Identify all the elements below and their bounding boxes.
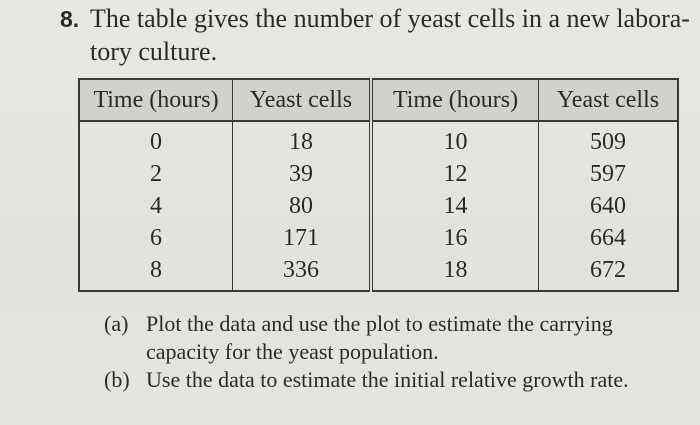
part-text: Plot the data and use the plot to estima…: [146, 311, 613, 364]
table-row: 0 18 10 509: [78, 121, 679, 158]
problem-text-line-2: tory culture.: [90, 37, 218, 66]
part-b: (b) Use the data to estimate the initial…: [104, 366, 691, 394]
table-cell: 14: [371, 190, 539, 222]
column-header-yeast-cells: Yeast cells: [232, 78, 373, 122]
table-cell: 672: [538, 254, 679, 292]
column-header-yeast-cells: Yeast cells: [538, 78, 679, 122]
table-row: 4 80 14 640: [78, 190, 679, 222]
table-cell: 8: [78, 254, 233, 292]
table-cell: 336: [232, 254, 373, 292]
part-label: (b): [104, 367, 130, 392]
problem-statement: 8. The table gives the number of yeast ce…: [60, 2, 690, 36]
table-row: 6 171 16 664: [78, 222, 679, 254]
table-row: 8 336 18 672: [78, 254, 679, 292]
table-cell: 18: [371, 254, 539, 292]
table-cell: 664: [538, 222, 679, 254]
table-cell: 80: [232, 190, 373, 222]
table-cell: 10: [371, 121, 539, 158]
problem-parts: (a) Plot the data and use the plot to es…: [104, 310, 691, 394]
column-header-time: Time (hours): [371, 78, 539, 122]
part-label: (a): [104, 311, 129, 336]
problem-number: 8.: [60, 6, 80, 32]
table-cell: 2: [78, 158, 233, 190]
table-cell: 171: [232, 222, 373, 254]
table-cell: 12: [371, 158, 539, 190]
yeast-data-table: Time (hours) Yeast cells Time (hours) Ye…: [78, 78, 679, 292]
table-cell: 597: [538, 158, 679, 190]
table-row: 2 39 12 597: [78, 158, 679, 190]
table-cell: 18: [232, 121, 373, 158]
column-header-time: Time (hours): [78, 78, 233, 122]
part-a: (a) Plot the data and use the plot to es…: [104, 310, 691, 366]
table-cell: 509: [538, 121, 679, 158]
table-cell: 6: [78, 222, 233, 254]
table-cell: 39: [232, 158, 373, 190]
table-cell: 4: [78, 190, 233, 222]
table-header-row: Time (hours) Yeast cells Time (hours) Ye…: [78, 78, 679, 122]
table-cell: 640: [538, 190, 679, 222]
table-cell: 0: [78, 121, 233, 158]
part-text: Use the data to estimate the initial rel…: [146, 367, 629, 392]
table-cell: 16: [371, 222, 539, 254]
problem-text-line-1: The table gives the number of yeast cell…: [90, 4, 690, 33]
